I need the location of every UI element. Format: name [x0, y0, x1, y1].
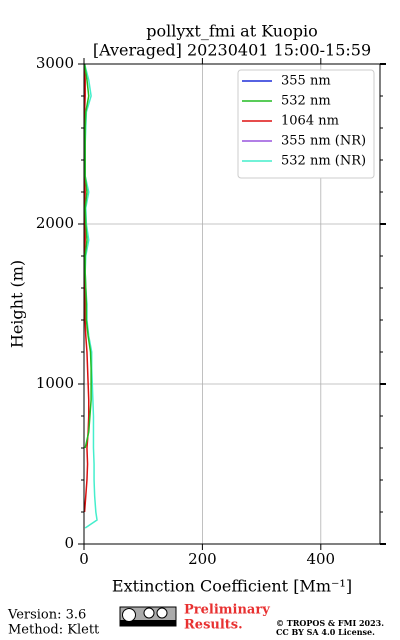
x-axis-label: Extinction Coefficient [Mm⁻¹]	[112, 577, 352, 596]
y-tick-label: 3000	[36, 54, 74, 72]
cc-logo	[119, 606, 177, 627]
plot-frame	[83, 63, 381, 545]
x-tick-label: 200	[188, 550, 217, 568]
legend-label: 532 nm	[281, 94, 331, 109]
copyright: CC BY SA 4.0 License.	[276, 627, 375, 637]
legend-label: 355 nm	[281, 74, 331, 89]
y-tick-label: 1000	[36, 374, 74, 392]
notice: Preliminary	[184, 603, 270, 618]
legend-box	[237, 69, 375, 179]
chart-subtitle: [Averaged] 20230401 15:00-15:59	[93, 41, 371, 60]
copyright: © TROPOS & FMI 2023.	[276, 618, 384, 628]
legend-label: 355 nm (NR)	[281, 134, 366, 149]
version: Version: 3.6	[7, 608, 86, 623]
profile-line	[83, 63, 92, 449]
method: Method: Klett	[8, 623, 100, 638]
y-axis-label: Height (m)	[8, 260, 27, 348]
y-tick-label: 0	[64, 534, 74, 552]
y-tick-label: 2000	[36, 214, 74, 232]
x-tick-label: 400	[306, 550, 335, 568]
notice: Results.	[184, 618, 243, 633]
chart-title: pollyxt_fmi at Kuopio	[146, 22, 317, 41]
legend-label: 532 nm (NR)	[281, 154, 366, 169]
x-tick-label: 0	[79, 550, 89, 568]
legend-label: 1064 nm	[281, 114, 339, 129]
